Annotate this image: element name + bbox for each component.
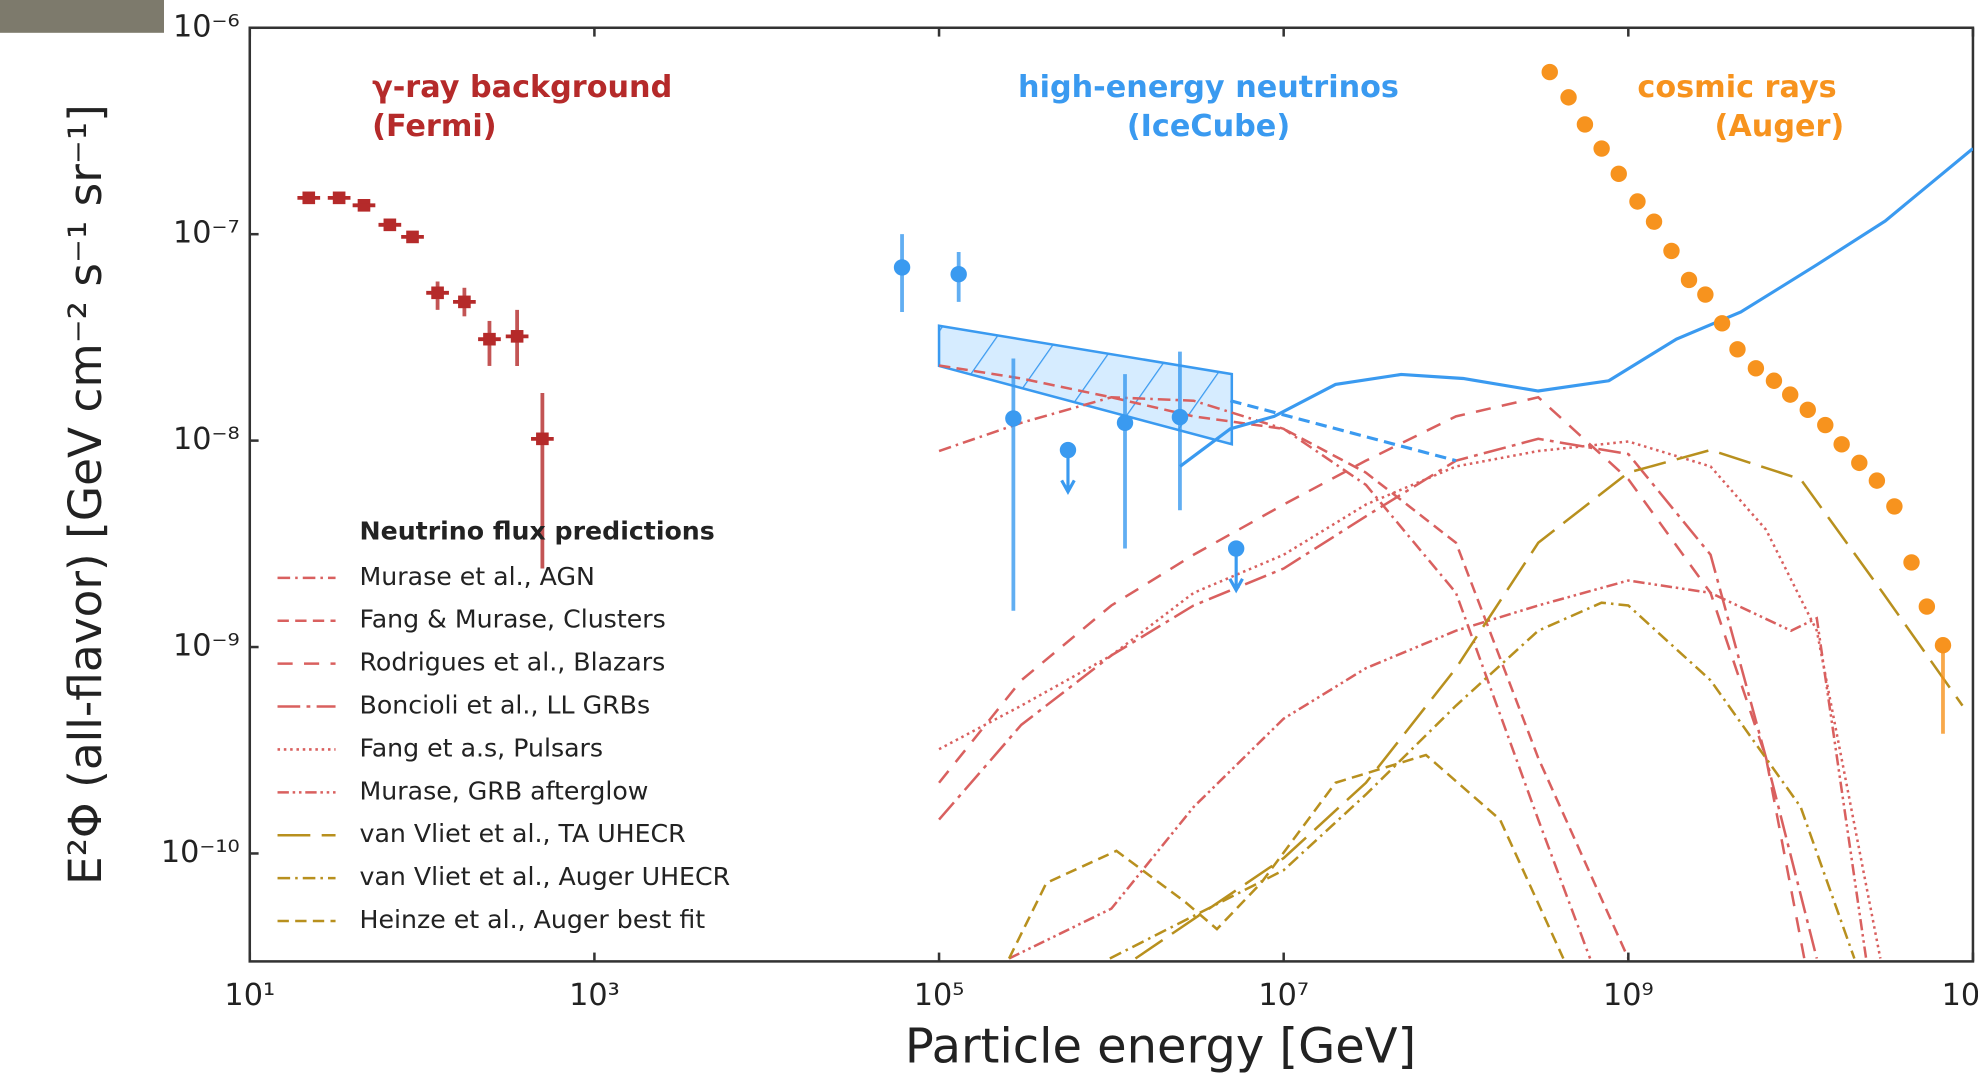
y-tick-label: 10⁻⁶ bbox=[173, 9, 240, 44]
model-line bbox=[1007, 753, 1565, 960]
legend-label: Boncioli et al., LL GRBs bbox=[360, 691, 651, 720]
legend-label: Fang et a.s, Pulsars bbox=[360, 733, 604, 762]
annotation: γ-ray background bbox=[372, 70, 672, 105]
data-point bbox=[1680, 271, 1698, 289]
legend-label: Rodrigues et al., Blazars bbox=[360, 648, 666, 677]
data-point bbox=[1541, 63, 1558, 81]
legend-label: van Vliet et al., TA UHECR bbox=[360, 819, 686, 848]
data-point bbox=[1227, 540, 1245, 557]
data-point bbox=[1903, 554, 1920, 571]
data-point bbox=[1868, 472, 1886, 489]
model-line bbox=[938, 364, 1630, 960]
model-line bbox=[938, 437, 1819, 959]
legend-title: Neutrino flux predictions bbox=[360, 516, 715, 545]
data-point bbox=[1886, 498, 1903, 515]
annotation: (Auger) bbox=[1715, 109, 1845, 144]
y-tick-label: 10⁻¹⁰ bbox=[161, 835, 240, 870]
data-point bbox=[1833, 436, 1850, 453]
data-point bbox=[1729, 341, 1746, 358]
legend-label: Heinze et al., Auger best fit bbox=[360, 905, 706, 934]
data-point bbox=[1560, 89, 1577, 106]
x-tick-label: 10⁷ bbox=[1258, 978, 1309, 1013]
x-axis-label: Particle energy [GeV] bbox=[905, 1020, 1416, 1075]
data-point bbox=[1799, 401, 1816, 419]
data-point bbox=[893, 259, 911, 276]
x-tick-label: 10¹ bbox=[224, 978, 275, 1013]
annotation: (Fermi) bbox=[372, 109, 496, 144]
data-point bbox=[1629, 193, 1646, 210]
legend-label: van Vliet et al., Auger UHECR bbox=[360, 862, 731, 891]
data-point bbox=[1645, 213, 1663, 230]
data-point bbox=[1782, 386, 1799, 403]
x-tick-label: 10⁵ bbox=[914, 978, 965, 1013]
data-point bbox=[1005, 410, 1022, 427]
data-point bbox=[1610, 165, 1627, 183]
sensitivity-line bbox=[1229, 399, 1457, 463]
data-point bbox=[1171, 408, 1189, 426]
plot-area bbox=[297, 63, 1973, 960]
annotation: high-energy neutrinos bbox=[1018, 70, 1399, 105]
sensitivity-line bbox=[1179, 147, 1973, 468]
data-point bbox=[1713, 315, 1731, 332]
x-tick-label: 10⁹ bbox=[1603, 978, 1654, 1013]
data-point bbox=[1851, 454, 1868, 472]
legend-label: Murase, GRB afterglow bbox=[360, 776, 649, 805]
data-point bbox=[1663, 242, 1680, 260]
data-point bbox=[1747, 360, 1765, 377]
model-line bbox=[1008, 579, 1868, 960]
model-line bbox=[1134, 448, 1964, 960]
data-point bbox=[1934, 637, 1952, 654]
data-point bbox=[1918, 598, 1936, 615]
data-point bbox=[1765, 372, 1783, 389]
data-point bbox=[1116, 414, 1134, 431]
data-point bbox=[950, 265, 967, 283]
x-tick-label: 10³ bbox=[569, 978, 620, 1013]
model-line bbox=[938, 440, 1882, 959]
data-point bbox=[1697, 286, 1714, 303]
y-tick-label: 10⁻⁹ bbox=[173, 629, 240, 664]
y-tick-label: 10⁻⁸ bbox=[173, 422, 240, 457]
photo-fragment bbox=[0, 0, 164, 33]
data-point bbox=[1593, 140, 1610, 157]
model-line bbox=[938, 396, 1592, 959]
data-point bbox=[1576, 116, 1594, 133]
legend-label: Murase et al., AGN bbox=[360, 562, 595, 591]
flux-band bbox=[937, 324, 1234, 446]
legend-label: Fang & Murase, Clusters bbox=[360, 605, 666, 634]
model-line bbox=[938, 395, 1806, 959]
annotation: (IceCube) bbox=[1127, 109, 1290, 144]
data-point bbox=[1817, 416, 1834, 434]
annotation: cosmic rays bbox=[1637, 70, 1836, 105]
y-axis-label: E²Φ (all-flavor) [GeV cm⁻² s⁻¹ sr⁻¹] bbox=[59, 104, 112, 885]
plot-frame bbox=[248, 26, 1975, 963]
data-point bbox=[1059, 441, 1077, 459]
y-tick-label: 10⁻⁷ bbox=[173, 216, 240, 251]
